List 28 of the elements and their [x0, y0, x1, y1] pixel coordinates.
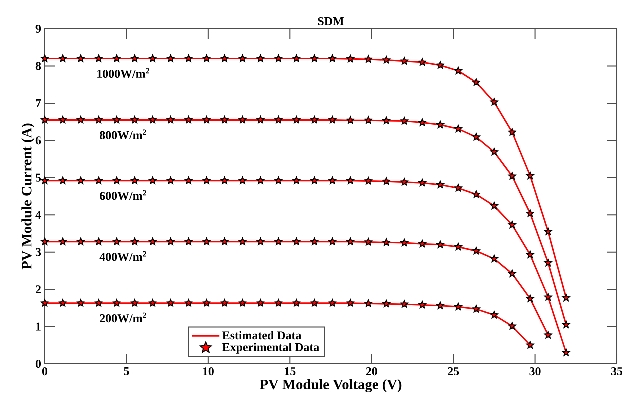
annotation: 200W/m$^{2}$: [100, 312, 146, 323]
y-tick-label: 8: [36, 62, 42, 70]
y-tick-label: 7: [36, 100, 42, 108]
annotation: 400W/m$^{2}$: [100, 251, 146, 262]
y-tick-label: 9: [36, 24, 42, 34]
legend-label: Experimental Data: [222, 343, 320, 354]
y-tick-label: 3: [36, 248, 42, 256]
chart-title: SDM: [318, 17, 344, 26]
x-tick-label: 0: [42, 368, 48, 376]
x-tick-label: 5: [124, 368, 130, 376]
y-axis-title: PV Module Current (A): [22, 124, 35, 270]
y-tick-label: 1: [36, 322, 41, 331]
y-tick-label: 6: [36, 136, 42, 145]
x-tick-label: 35: [611, 368, 623, 376]
y-tick-label: 0: [36, 360, 42, 368]
x-tick-label: 15: [285, 368, 296, 376]
annotation: 1000W/m$^{2}$: [98, 68, 150, 78]
y-tick-label: 4: [36, 211, 42, 220]
y-tick-label: 2: [36, 286, 41, 294]
annotation: 600W/m$^{2}$: [100, 190, 146, 200]
legend-label: Estimated Data: [222, 331, 302, 340]
x-tick-label: 30: [530, 368, 541, 376]
y-tick-label: 5: [36, 174, 42, 182]
x-tick-label: 20: [366, 368, 378, 376]
x-tick-label: 10: [203, 368, 214, 376]
x-axis-title: PV Module Voltage (V): [260, 379, 402, 393]
annotation: 800W/m$^{2}$: [100, 130, 146, 140]
x-tick-label: 25: [448, 368, 460, 376]
